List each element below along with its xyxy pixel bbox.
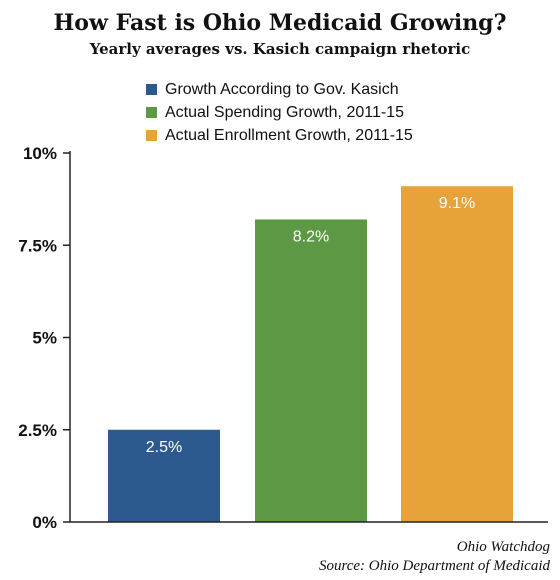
bar-1 xyxy=(255,219,367,523)
chart-subtitle: Yearly averages vs. Kasich campaign rhet… xyxy=(89,40,471,58)
legend-label-enrollment: Actual Enrollment Growth, 2011-15 xyxy=(165,126,413,144)
y-tick-label-4: 10% xyxy=(23,144,57,163)
y-tick-label-0: 0% xyxy=(32,513,57,532)
y-tick-label-2: 5% xyxy=(32,329,57,348)
legend-swatch-spending xyxy=(146,107,157,118)
legend-label-kasich: Growth According to Gov. Kasich xyxy=(165,80,399,98)
legend-swatch-kasich xyxy=(146,84,157,95)
y-tick-label-3: 7.5% xyxy=(18,236,57,255)
bar-value-label-2: 9.1% xyxy=(439,195,475,212)
y-tick-label-1: 2.5% xyxy=(18,421,57,440)
bar-value-label-0: 2.5% xyxy=(146,439,182,456)
chart-title: How Fast is Ohio Medicaid Growing? xyxy=(53,10,507,36)
bar-value-label-1: 8.2% xyxy=(293,228,329,245)
source-outlet: Ohio Watchdog xyxy=(456,539,550,555)
legend: Growth According to Gov. Kasich Actual S… xyxy=(146,78,413,147)
legend-label-spending: Actual Spending Growth, 2011-15 xyxy=(165,103,404,121)
legend-swatch-enrollment xyxy=(146,130,157,141)
legend-item-spending: Actual Spending Growth, 2011-15 xyxy=(146,101,413,124)
bar-2 xyxy=(401,186,513,522)
source-agency: Source: Ohio Department of Medicaid xyxy=(318,558,550,574)
source-credit: Ohio Watchdog Source: Ohio Department of… xyxy=(319,538,550,576)
bar-0 xyxy=(108,429,220,522)
legend-item-enrollment: Actual Enrollment Growth, 2011-15 xyxy=(146,124,413,147)
legend-item-kasich: Growth According to Gov. Kasich xyxy=(146,78,413,101)
